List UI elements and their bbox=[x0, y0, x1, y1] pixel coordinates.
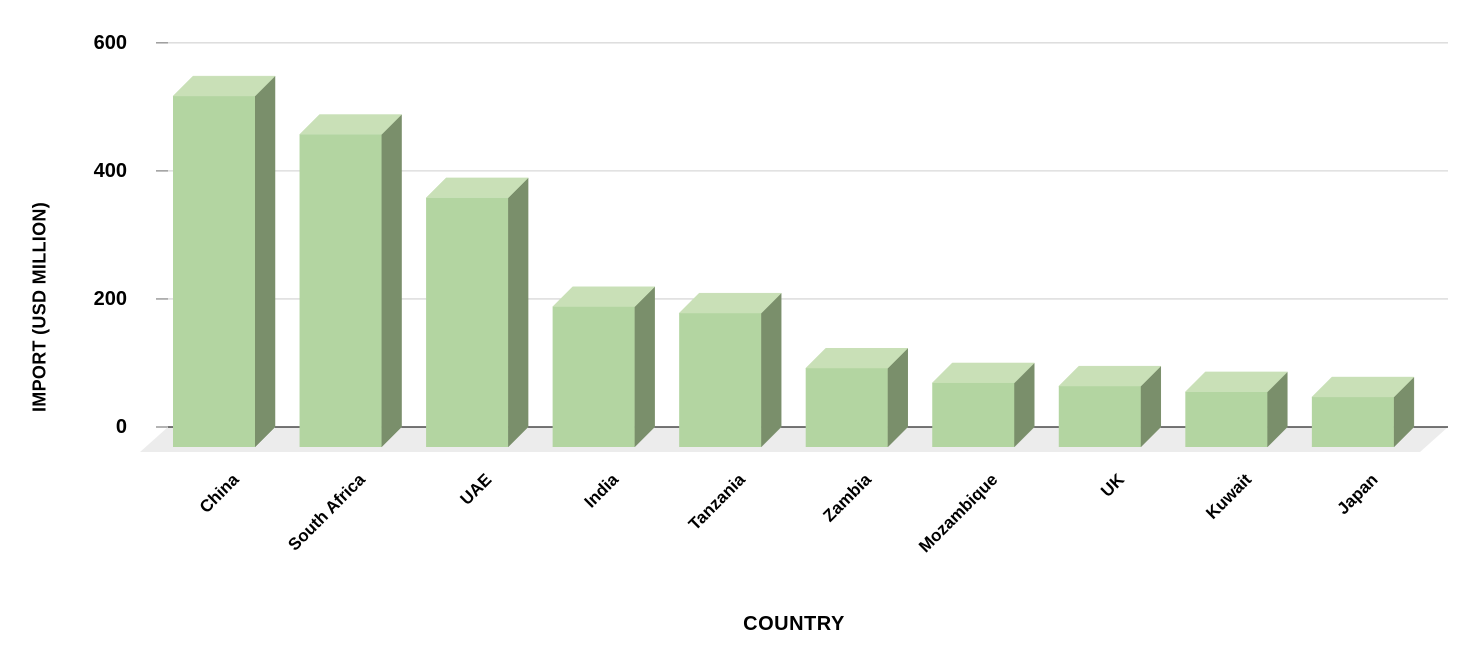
bar-front-uk bbox=[1058, 386, 1141, 447]
bar-front-india bbox=[552, 306, 635, 447]
bar-front-south-africa bbox=[299, 134, 382, 447]
bar-side-china bbox=[254, 75, 276, 448]
bar-side-tanzania bbox=[760, 292, 782, 448]
y-tick-label-400: 400 bbox=[93, 159, 127, 182]
bar-side-uae bbox=[507, 177, 529, 448]
bar-front-mozambique bbox=[932, 382, 1015, 447]
bar-front-uae bbox=[426, 197, 509, 447]
x-axis-title: COUNTRY bbox=[743, 613, 845, 635]
bar-side-south-africa bbox=[381, 113, 402, 448]
y-tick-label-600: 600 bbox=[93, 31, 127, 54]
bar-front-china bbox=[173, 96, 255, 447]
bar-front-kuwait bbox=[1185, 391, 1268, 447]
bar-side-india bbox=[634, 286, 655, 448]
bar-front-tanzania bbox=[679, 313, 762, 447]
y-tick-label-200: 200 bbox=[93, 287, 127, 310]
bar-front-zambia bbox=[805, 368, 888, 447]
y-axis-title: IMPORT (USD MILLION) bbox=[29, 202, 50, 412]
bar-front-japan bbox=[1311, 397, 1394, 447]
y-tick-label-0: 0 bbox=[115, 416, 127, 438]
